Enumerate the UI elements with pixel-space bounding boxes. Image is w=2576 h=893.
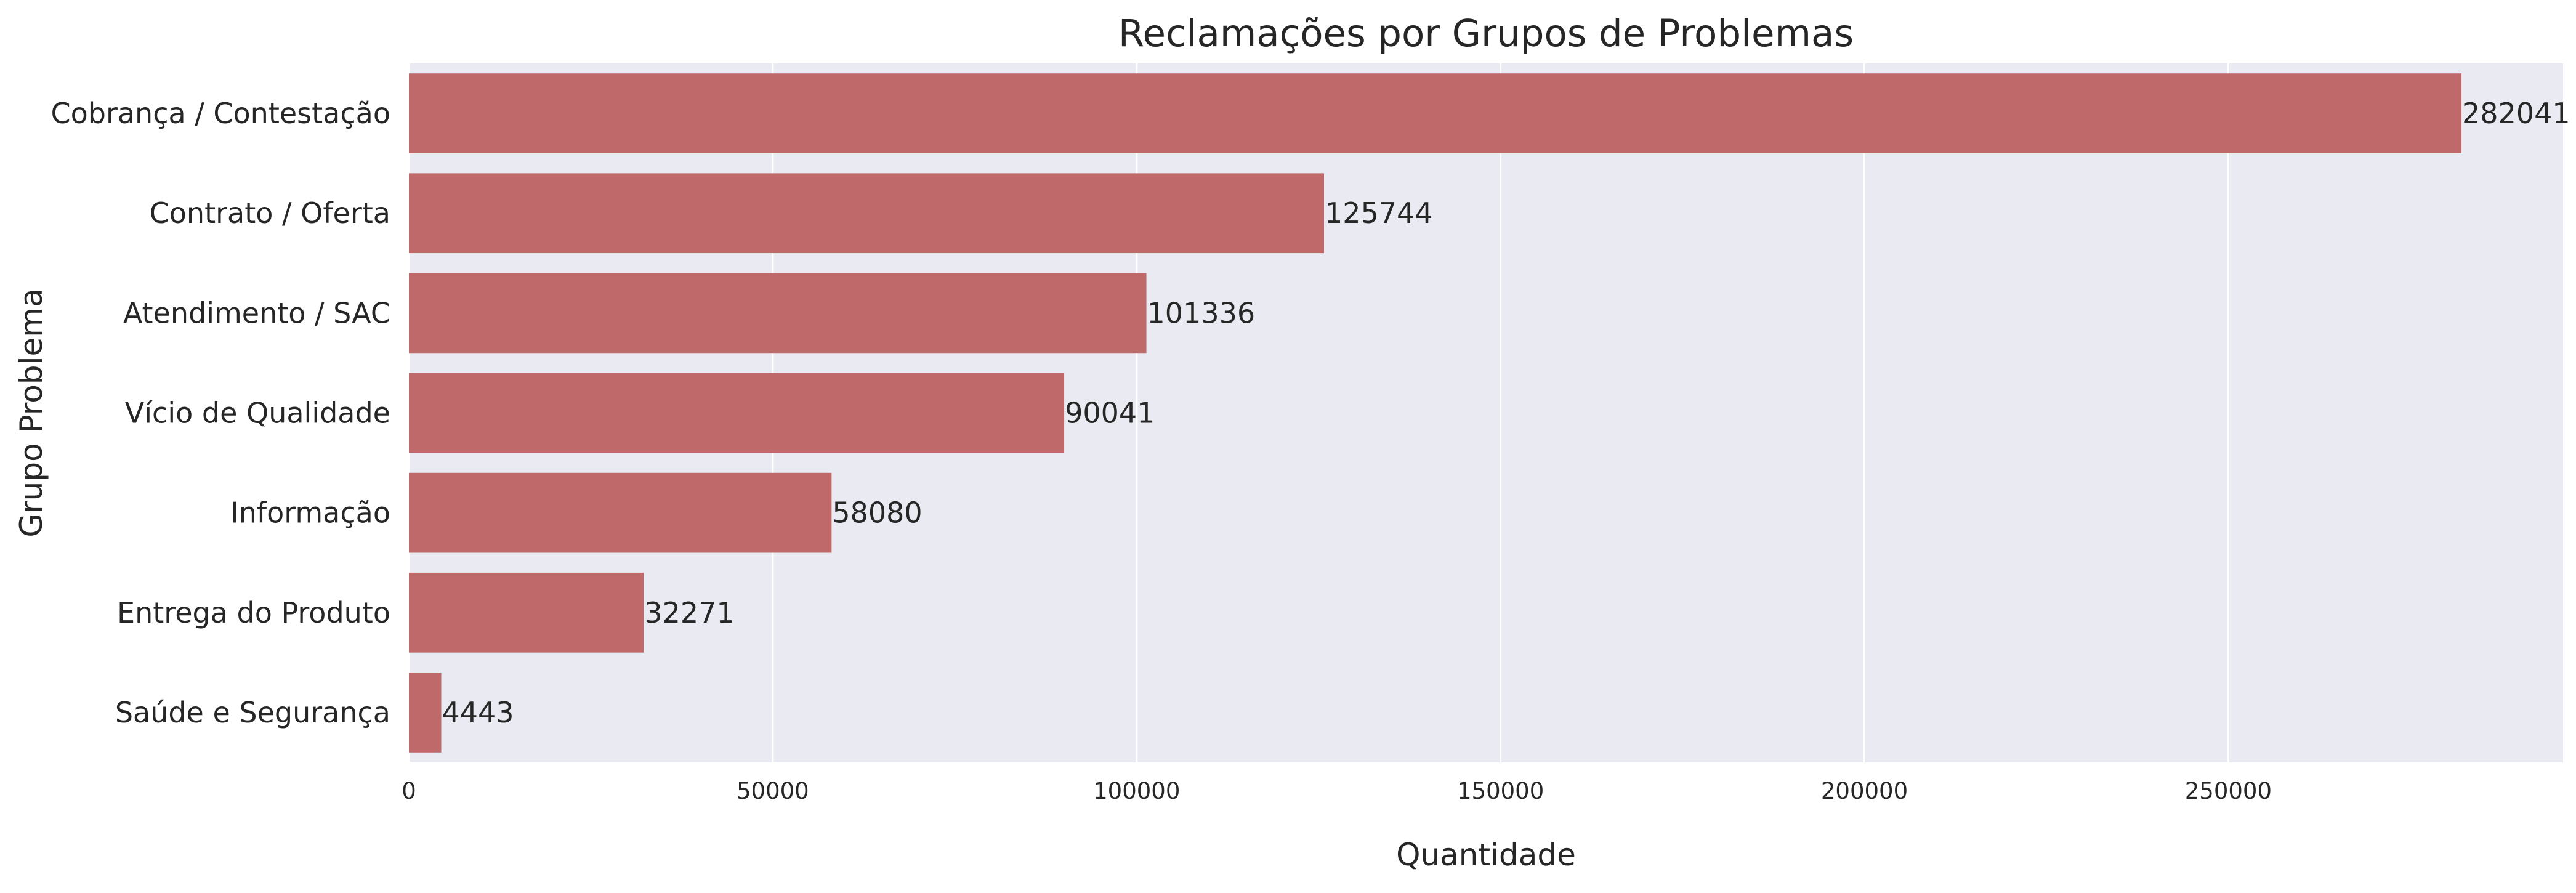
y-tick-labels: Cobrança / Contestação Contrato / Oferta A… [50,97,390,729]
x-tick-label: 150000 [1457,778,1544,804]
data-labels: 282041 125744 101336 90041 58080 32271 4443 [442,97,2570,729]
data-label: 58080 [832,496,922,530]
x-tick-label: 200000 [1821,778,1908,804]
bar [409,472,832,553]
y-axis-label: Grupo Problema [14,288,49,537]
y-tick-label: Informação [230,496,390,530]
bar [409,572,644,653]
chart-title: Reclamações por Grupos de Problemas [1118,12,1854,55]
x-tick-labels: 0 50000 100000 150000 200000 250000 [402,778,2272,804]
bar [409,173,1324,254]
data-label: 32271 [644,596,734,629]
y-tick-label: Vício de Qualidade [125,397,390,430]
y-tick-label: Cobrança / Contestação [50,97,390,130]
bar [409,373,1065,453]
data-label: 90041 [1065,397,1155,430]
y-tick-label: Contrato / Oferta [150,196,390,230]
bar [409,73,2462,153]
x-tick-label: 100000 [1093,778,1180,804]
data-label: 101336 [1147,296,1256,329]
data-label: 125744 [1325,196,1433,230]
x-tick-label: 250000 [2185,778,2272,804]
x-axis-label: Quantidade [1396,837,1576,873]
x-tick-label: 50000 [737,778,809,804]
data-label: 4443 [442,696,514,729]
y-tick-label: Entrega do Produto [117,596,390,629]
y-tick-label: Atendimento / SAC [123,296,390,329]
bar [409,673,442,753]
y-tick-label: Saúde e Segurança [115,696,390,729]
data-label: 282041 [2462,97,2570,130]
bar [409,273,1147,354]
bars [409,73,2462,753]
x-tick-label: 0 [402,778,416,804]
